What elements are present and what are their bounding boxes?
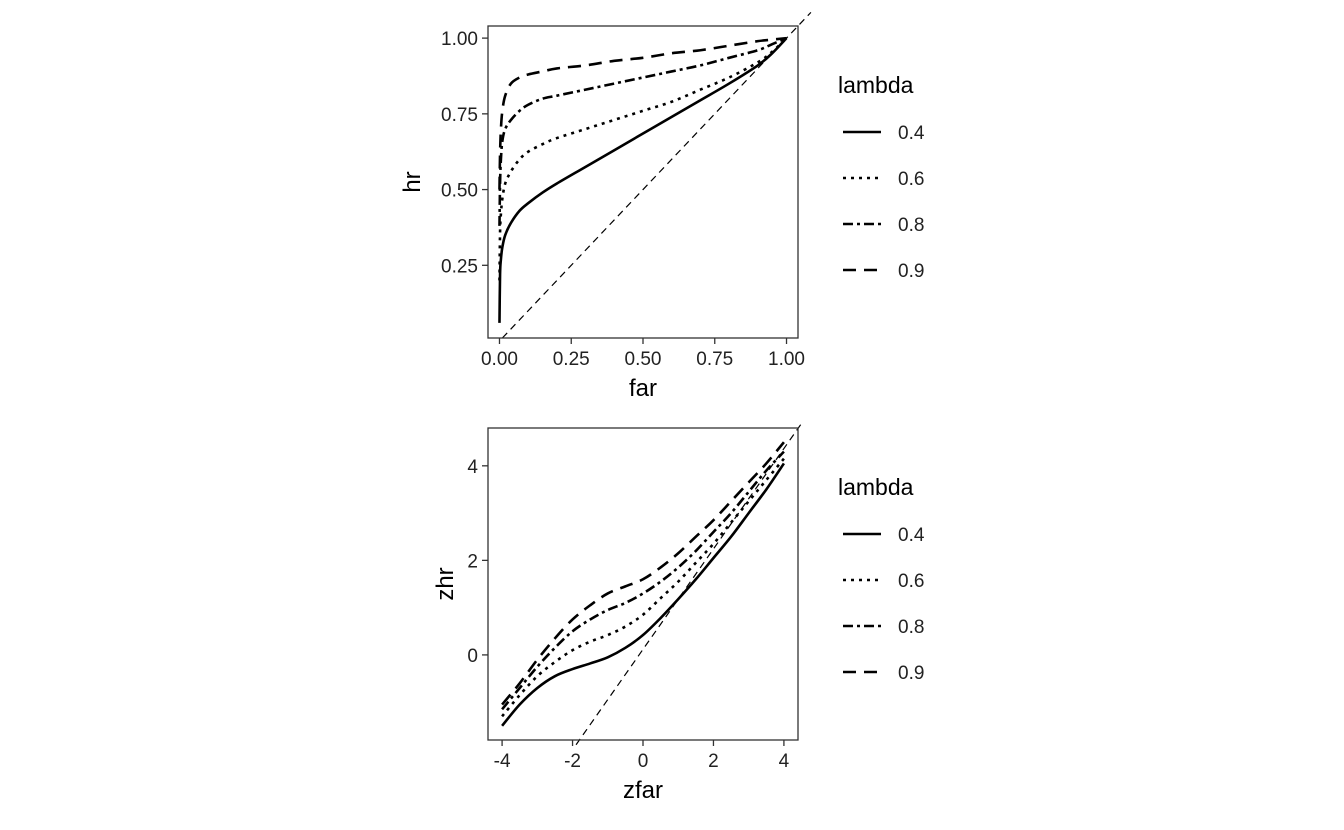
y-tick-label: 0.25 [441,256,478,277]
series-line-0.6 [498,37,788,281]
y-tick-label: 1.00 [441,29,478,50]
x-tick-label: 0 [638,751,649,772]
x-tick-label: 1.00 [768,349,805,370]
legend-label-0.8: 0.8 [898,215,924,236]
panel-2: -4 -2 0 2 4 0 2 4 zfar zhr lambda 0.4 0.6 0.8 0.9 [432,420,925,804]
series-line-0.4 [501,462,785,727]
legend-label-0.4: 0.4 [898,525,925,546]
series-line-0.9 [498,36,787,190]
legend-label-0.6: 0.6 [898,571,924,592]
y-tick-label: 2 [467,551,478,572]
x-tick-label: 0.50 [625,349,662,370]
legend-title: lambda [838,72,914,98]
y-axis-title: hr [399,171,426,192]
x-axis-title: zfar [623,777,663,804]
legend: lambda 0.4 0.6 0.8 0.9 [838,72,925,282]
y-tick-label: 0.50 [441,181,478,202]
legend-label-0.8: 0.8 [898,617,924,638]
y-tick-label: 0 [467,646,478,667]
reference-diagonal-line [575,420,804,746]
panel-border [487,427,799,741]
y-tick-label: 4 [467,457,478,478]
legend-title: lambda [838,474,914,500]
series-line-0.4 [498,37,788,323]
reference-diagonal-line [501,11,812,339]
x-tick-label: 4 [779,751,790,772]
x-axis-title: far [629,375,657,402]
x-tick-label: 0.75 [696,349,733,370]
series-line-0.6 [501,457,785,718]
x-tick-label: -4 [494,751,511,772]
legend: lambda 0.4 0.6 0.8 0.9 [838,474,925,684]
legend-label-0.4: 0.4 [898,123,925,144]
legend-label-0.9: 0.9 [898,663,924,684]
x-tick-label: 2 [708,751,719,772]
legend-label-0.9: 0.9 [898,261,924,282]
series-line-0.9 [501,441,785,706]
x-tick-label: 0.25 [553,349,590,370]
series-line-0.8 [498,36,788,226]
x-tick-label: -2 [564,751,581,772]
legend-label-0.6: 0.6 [898,169,924,190]
y-axis-title: zhr [432,567,459,600]
x-tick-label: 0.00 [481,349,518,370]
panel-1: 0.00 0.25 0.50 0.75 1.00 0.25 0.50 0.75 1.00 far h… [399,11,925,402]
y-tick-label: 0.75 [441,105,478,126]
